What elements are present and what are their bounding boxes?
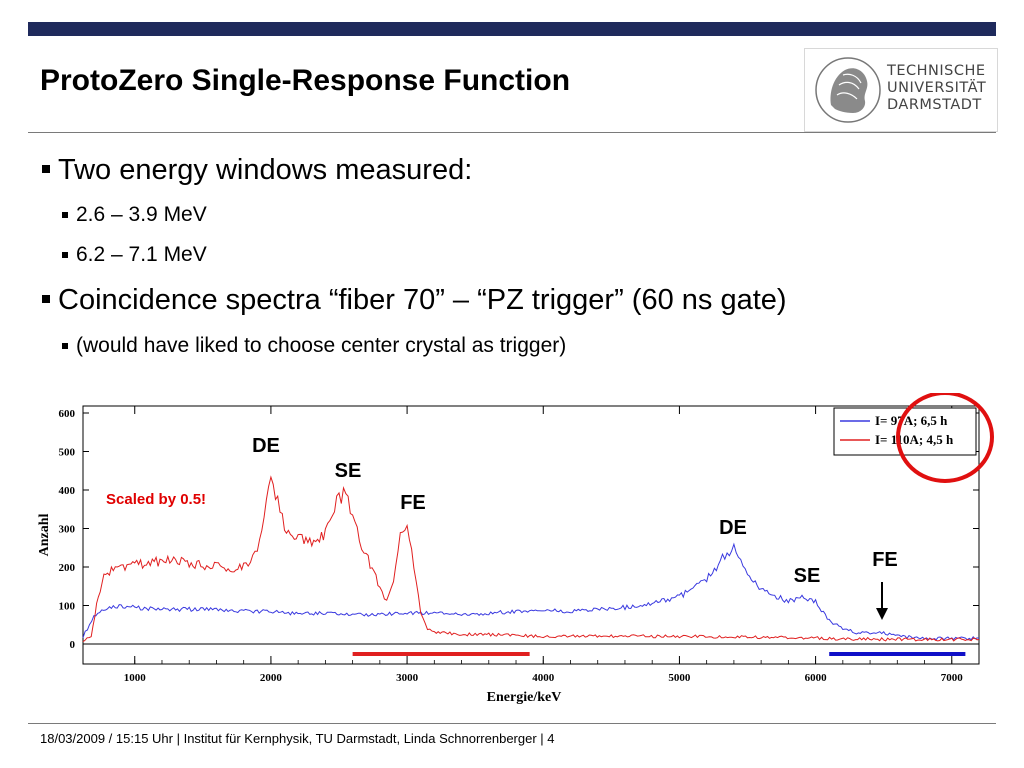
athena-head-icon [815,57,881,123]
series-line-red [82,475,980,643]
x-tick-label: 2000 [260,672,283,684]
scaled-note: Scaled by 0.5! [106,491,206,508]
top-accent-bar [28,22,996,36]
logo-line: DARMSTADT [887,97,982,113]
sub-bullet-text: 6.2 – 7.1 MeV [76,243,207,266]
legend-label-red: I= 110A; 4,5 h [875,432,954,447]
y-tick-label: 0 [70,639,76,651]
bullet-square-icon [62,343,68,349]
series-line-blue [82,542,980,641]
bullet-square-icon [42,165,50,173]
plot-frame [82,405,980,665]
legend-label-blue: I= 97A; 6,5 h [875,413,948,428]
annotation-de-2: DE [719,517,747,539]
bullet-text: Coincidence spectra “fiber 70” – “PZ tri… [58,284,787,316]
x-tick-label: 5000 [668,672,691,684]
x-tick-label: 3000 [396,672,419,684]
x-axis-label: Energie/keV [487,690,562,705]
sub-bullet-item: 6.2 – 7.1 MeV [62,243,207,267]
bullet-square-icon [62,212,68,218]
logo-text: TECHNISCHE UNIVERSITÄT DARMSTADT [887,63,986,114]
highlight-circle [896,393,994,483]
annotation-fe-2: FE [872,549,898,571]
footer-divider [28,723,996,724]
spectrum-chart: 0 100 200 300 400 500 600 1000 2000 3000 4000 5000 6… [37,393,994,705]
sub-bullet-text: 2.6 – 3.9 MeV [76,203,207,226]
sub-bullet-item: 2.6 – 3.9 MeV [62,203,207,227]
y-tick-label: 300 [59,524,76,536]
bullet-square-icon [62,252,68,258]
footer-text: 18/03/2009 / 15:15 Uhr | Institut für Ke… [40,731,555,746]
y-tick-label: 600 [59,408,76,420]
y-tick-label: 400 [59,485,76,497]
bullet-text: Two energy windows measured: [58,154,473,186]
sub-bullet-item: (would have liked to choose center cryst… [62,334,566,358]
bullet-square-icon [42,295,50,303]
tu-darmstadt-logo: TECHNISCHE UNIVERSITÄT DARMSTADT [804,48,998,132]
series-layer [82,475,980,643]
x-tick-label: 4000 [532,672,555,684]
y-axis-label: Anzahl [37,514,52,557]
annotation-fe-1: FE [400,492,426,514]
annotation-se-1: SE [335,460,362,482]
x-tick-label: 1000 [124,672,147,684]
axis-ticks: 0 100 200 300 400 500 600 1000 2000 3000 4000 5000 6… [59,406,979,684]
y-tick-label: 200 [59,562,76,574]
header-divider [28,132,996,133]
sub-bullet-text: (would have liked to choose center cryst… [76,334,567,357]
y-tick-label: 500 [59,447,76,459]
x-tick-label: 6000 [805,672,828,684]
bullet-item: Two energy windows measured: [42,154,472,187]
fe-arrow-head-icon [876,608,888,620]
slide-title: ProtoZero Single-Response Function [40,64,571,97]
annotation-de-1: DE [252,435,280,457]
logo-line: TECHNISCHE [887,63,986,79]
annotation-se-2: SE [794,565,821,587]
logo-line: UNIVERSITÄT [887,80,987,96]
bullet-item: Coincidence spectra “fiber 70” – “PZ tri… [42,284,787,317]
x-tick-label: 7000 [941,672,964,684]
y-tick-label: 100 [59,601,76,613]
